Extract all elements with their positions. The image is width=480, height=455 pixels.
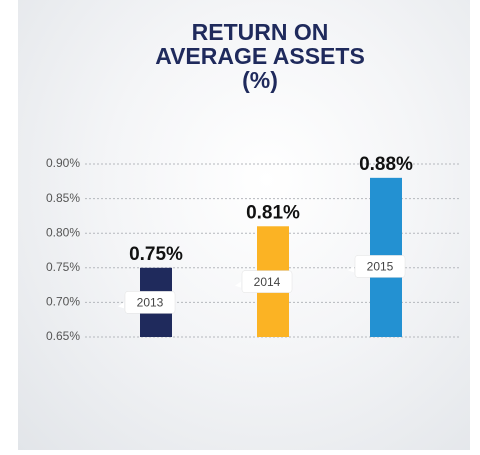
- y-tick-label: 0.90%: [46, 156, 80, 170]
- x-category-label: 2014: [254, 275, 281, 289]
- x-category-label: 2015: [367, 260, 394, 274]
- callout-pointer: [348, 266, 354, 273]
- x-category-label: 2013: [137, 296, 164, 310]
- y-tick-label: 0.65%: [46, 329, 80, 343]
- callout-pointer: [235, 281, 241, 288]
- category-box: [241, 270, 293, 293]
- category-box: [124, 291, 176, 314]
- y-tick-label: 0.75%: [46, 260, 80, 274]
- callout-pointer: [118, 302, 124, 309]
- chart-title: RETURN ON AVERAGE ASSETS (%): [155, 19, 365, 93]
- y-tick-label: 0.80%: [46, 225, 80, 239]
- value-label: 0.75%: [129, 244, 183, 265]
- value-label: 0.81%: [246, 202, 300, 223]
- value-label: 0.88%: [359, 154, 413, 175]
- y-tick-label: 0.70%: [46, 295, 80, 309]
- category-box: [354, 255, 406, 278]
- y-tick-label: 0.85%: [46, 191, 80, 205]
